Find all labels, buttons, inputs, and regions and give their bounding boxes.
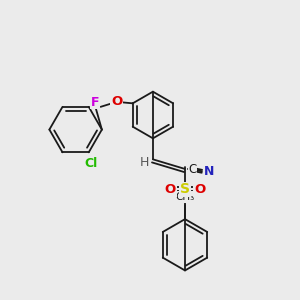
Text: CH₃: CH₃ [176,192,195,202]
Text: O: O [194,183,205,196]
Text: H: H [140,156,149,169]
Text: N: N [204,165,214,178]
Text: O: O [111,95,122,108]
Text: Cl: Cl [85,158,98,170]
Text: C: C [188,163,197,176]
Text: O: O [165,183,176,196]
Text: S: S [180,182,190,197]
Text: F: F [91,96,99,109]
